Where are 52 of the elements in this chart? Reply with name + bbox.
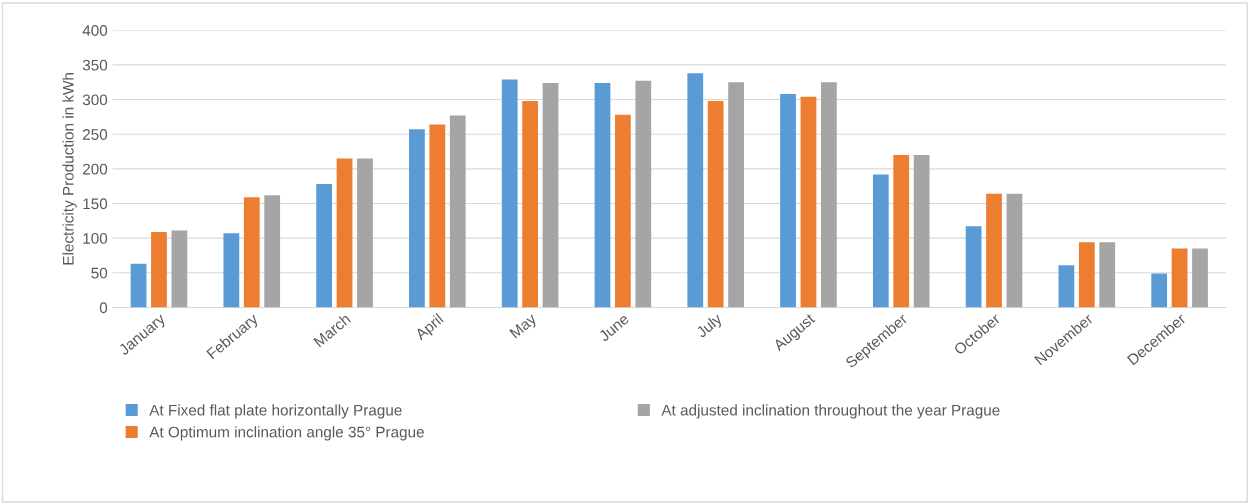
- x-tick-label: July: [695, 312, 725, 341]
- bar: [264, 195, 281, 308]
- y-axis-title: Electricity Production in kWh: [62, 73, 77, 265]
- bar: [1078, 242, 1095, 308]
- y-tick-label: 50: [91, 267, 108, 279]
- legend-label: At Optimum inclination angle 35° Prague: [149, 426, 424, 441]
- bar: [522, 100, 538, 308]
- x-tick-label: May: [509, 312, 540, 341]
- bar: [913, 154, 930, 308]
- bar: [1171, 248, 1188, 308]
- y-tick-label: 150: [83, 198, 108, 210]
- bar: [336, 158, 353, 308]
- bar: [130, 263, 147, 308]
- y-tick-label: 400: [82, 25, 108, 36]
- y-tick-label: 200: [83, 163, 108, 175]
- bar: [542, 82, 559, 308]
- bar: [409, 129, 425, 308]
- bar: [780, 94, 796, 308]
- bar: [893, 154, 910, 308]
- bar: [151, 231, 167, 308]
- bar: [243, 197, 260, 308]
- x-tick-label: June: [598, 313, 630, 343]
- y-tick-label: 300: [82, 94, 108, 106]
- y-tick-label: 0: [99, 302, 108, 314]
- bar: [316, 184, 333, 308]
- bar: [1099, 242, 1116, 308]
- bar: [1006, 193, 1023, 308]
- bar: [707, 100, 724, 308]
- bar: [1058, 265, 1075, 308]
- bar: [635, 80, 652, 308]
- y-tick-label: 250: [83, 129, 108, 140]
- bar: [594, 82, 611, 308]
- bar: [986, 193, 1002, 308]
- bar: [687, 73, 704, 308]
- bar: [965, 226, 982, 308]
- bar: [501, 79, 518, 308]
- legend-label: At adjusted inclination throughout the year Prague: [661, 404, 1000, 419]
- bar: [728, 82, 744, 308]
- bar: [872, 174, 889, 308]
- y-tick-label: 100: [83, 233, 108, 244]
- bar: [223, 233, 240, 308]
- bar: [171, 230, 188, 308]
- bar: [449, 115, 466, 308]
- bar: [357, 158, 373, 308]
- bar: [615, 114, 631, 308]
- bar: [1192, 248, 1208, 308]
- bar: [429, 124, 446, 308]
- bar: [800, 96, 817, 308]
- bar: [820, 82, 837, 308]
- bar: [1151, 273, 1168, 308]
- legend-label: At Fixed flat plate horizontally Prague: [149, 404, 402, 419]
- y-tick-label: 350: [82, 59, 108, 71]
